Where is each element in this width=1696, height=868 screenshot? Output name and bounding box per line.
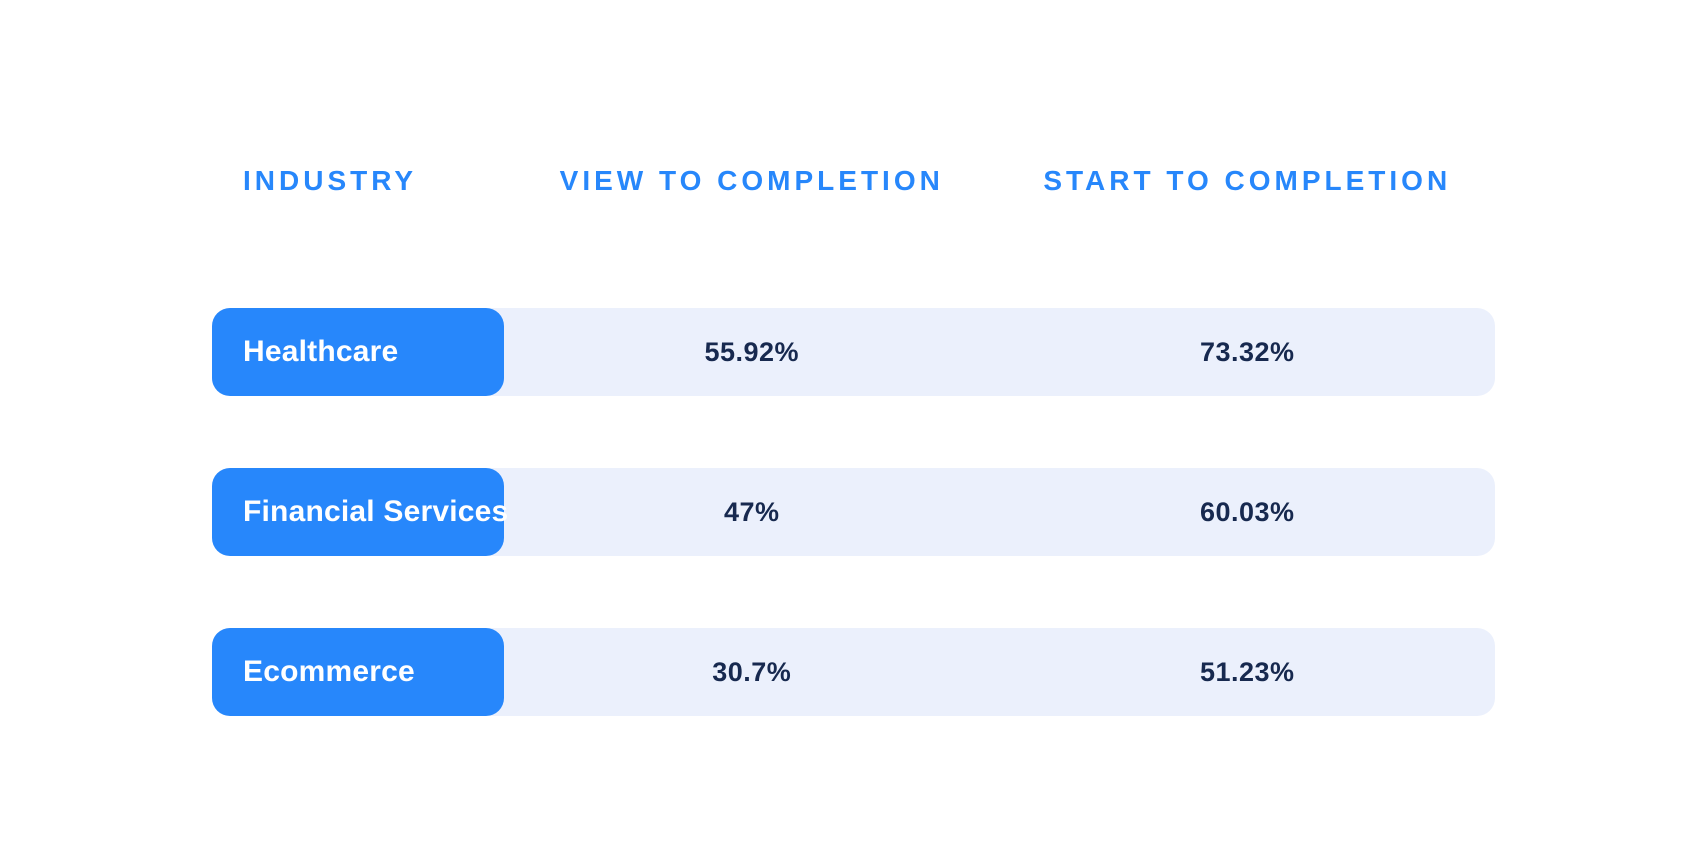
table-row: Healthcare 55.92% 73.32% xyxy=(212,308,1495,396)
table-header-row: INDUSTRY VIEW TO COMPLETION START TO COM… xyxy=(212,164,1495,198)
table-row: Ecommerce 30.7% 51.23% xyxy=(212,628,1495,716)
column-header-view-to-completion: VIEW TO COMPLETION xyxy=(559,165,944,196)
table-body: Healthcare 55.92% 73.32% Financial Servi… xyxy=(212,308,1495,788)
industry-pill-healthcare: Healthcare xyxy=(212,308,504,396)
industry-label: Ecommerce xyxy=(243,655,415,688)
view-to-completion-value: 55.92% xyxy=(704,336,800,367)
column-header-start-to-completion: START TO COMPLETION xyxy=(1043,165,1452,196)
view-to-completion-value: 30.7% xyxy=(712,656,792,687)
start-to-completion-value: 73.32% xyxy=(1199,336,1295,367)
column-header-industry: INDUSTRY xyxy=(243,165,418,196)
view-to-completion-value: 47% xyxy=(723,496,780,527)
industry-pill-ecommerce: Ecommerce xyxy=(212,628,504,716)
industry-label: Financial Services xyxy=(243,495,509,528)
start-to-completion-value: 51.23% xyxy=(1199,656,1295,687)
industry-pill-financial-services: Financial Services xyxy=(212,468,508,556)
table-row: Financial Services 47% 60.03% xyxy=(212,468,1495,556)
industry-label: Healthcare xyxy=(243,335,399,368)
start-to-completion-value: 60.03% xyxy=(1199,496,1295,527)
